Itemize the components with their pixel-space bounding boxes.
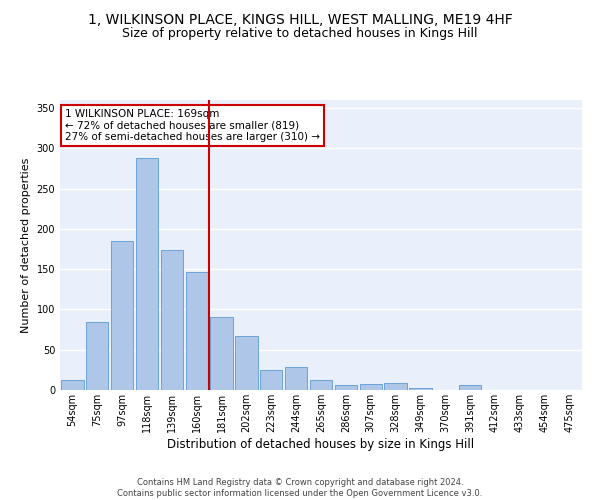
Y-axis label: Number of detached properties: Number of detached properties	[21, 158, 31, 332]
Bar	[285, 366, 307, 390]
Bar	[136, 158, 158, 390]
Bar	[359, 384, 382, 390]
Bar	[335, 385, 357, 390]
Bar	[385, 383, 407, 390]
Bar	[211, 316, 233, 390]
Bar	[409, 388, 431, 390]
Text: Contains HM Land Registry data © Crown copyright and database right 2024.
Contai: Contains HM Land Registry data © Crown c…	[118, 478, 482, 498]
Text: 1 WILKINSON PLACE: 169sqm
← 72% of detached houses are smaller (819)
27% of semi: 1 WILKINSON PLACE: 169sqm ← 72% of detac…	[65, 108, 320, 142]
Bar	[185, 272, 208, 390]
Bar	[86, 322, 109, 390]
Text: 1, WILKINSON PLACE, KINGS HILL, WEST MALLING, ME19 4HF: 1, WILKINSON PLACE, KINGS HILL, WEST MAL…	[88, 12, 512, 26]
Bar	[161, 250, 183, 390]
Text: Size of property relative to detached houses in Kings Hill: Size of property relative to detached ho…	[122, 28, 478, 40]
Bar	[235, 336, 257, 390]
Bar	[111, 241, 133, 390]
Bar	[459, 385, 481, 390]
Bar	[61, 380, 83, 390]
X-axis label: Distribution of detached houses by size in Kings Hill: Distribution of detached houses by size …	[167, 438, 475, 450]
Bar	[310, 380, 332, 390]
Bar	[260, 370, 283, 390]
